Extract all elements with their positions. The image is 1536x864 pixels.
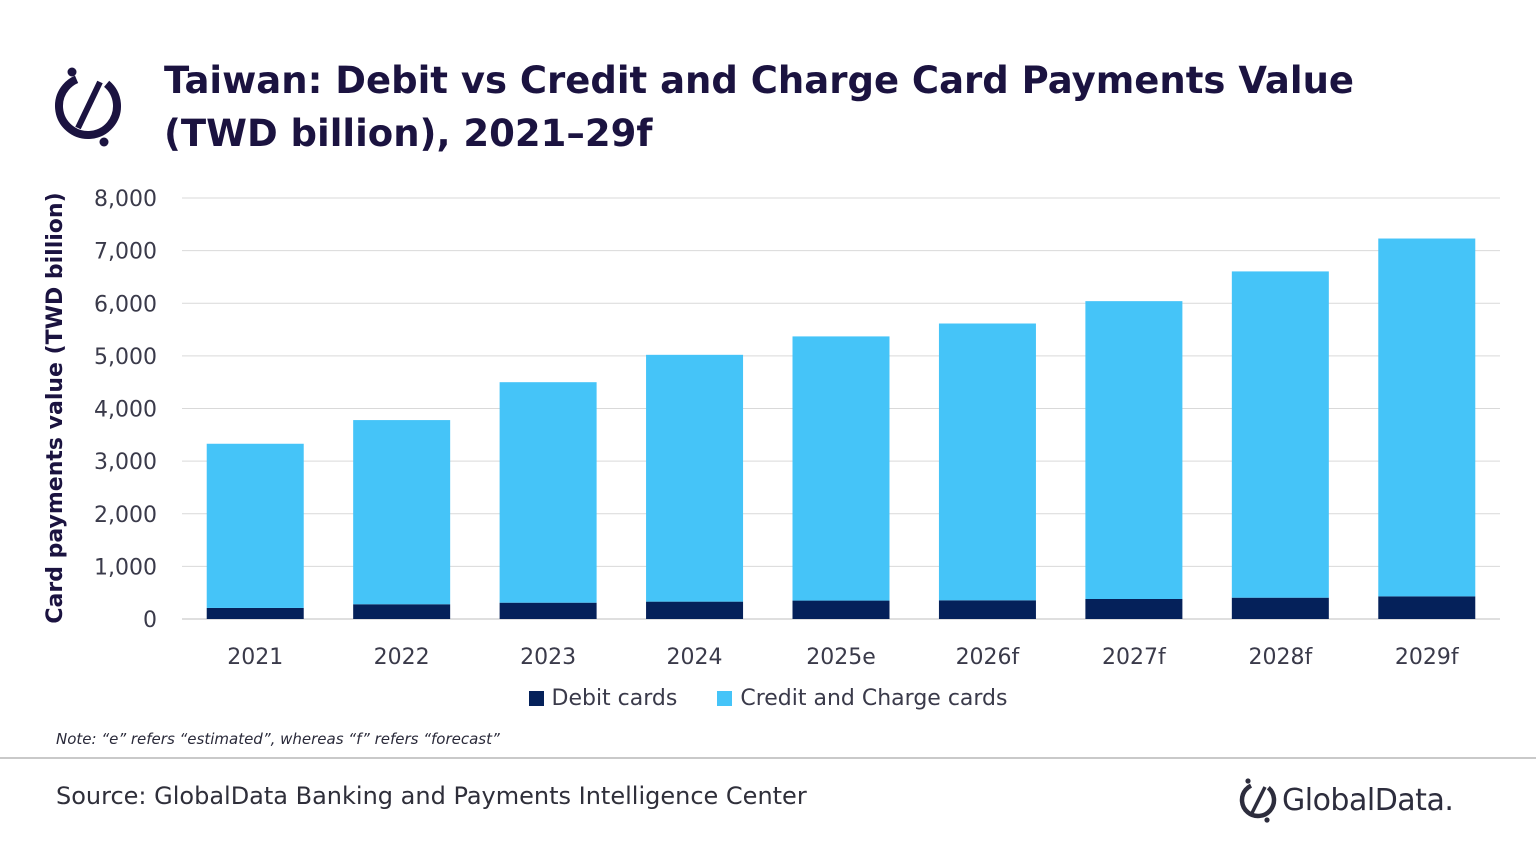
bar-credit xyxy=(1085,301,1183,600)
legend-swatch-credit xyxy=(717,691,733,706)
chart-title: Taiwan: Debit vs Credit and Charge Card … xyxy=(164,59,1355,155)
legend-swatch-debit xyxy=(528,691,544,706)
x-tick-label: 2027f xyxy=(1102,645,1167,670)
bar-debit xyxy=(792,600,890,619)
globaldata-brand-icon xyxy=(1239,778,1277,823)
bar-credit xyxy=(1231,271,1329,598)
bar-debit xyxy=(646,601,744,619)
x-tick-label: 2024 xyxy=(667,645,723,670)
bar-debit xyxy=(353,604,451,619)
brand-name: GlobalData. xyxy=(1282,782,1454,818)
footnote: Note: “e” refers “estimated”, whereas “f… xyxy=(56,730,500,748)
bar-credit xyxy=(792,336,890,601)
bar-debit xyxy=(1231,597,1329,619)
y-tick-label: 3,000 xyxy=(94,450,157,475)
bar-debit xyxy=(499,602,597,619)
stacked-bar-chart: 0 1,000 2,000 3,000 4,000 5,000 6,000 7,000 8,00… xyxy=(43,187,1500,670)
y-tick-label: 1,000 xyxy=(94,555,157,580)
x-tick-label: 2028f xyxy=(1248,645,1313,670)
x-tick-label: 2023 xyxy=(520,645,576,670)
bar-credit xyxy=(206,443,304,608)
divider xyxy=(0,757,1536,759)
x-tick-label: 2022 xyxy=(374,645,430,670)
globaldata-logo-icon xyxy=(55,67,121,147)
bar-credit xyxy=(499,382,597,603)
y-tick-label: 4,000 xyxy=(94,398,157,423)
legend: Debit cards Credit and Charge cards xyxy=(0,686,1536,711)
bar-credit xyxy=(646,354,744,602)
bar-debit xyxy=(1378,596,1476,619)
x-tick-label: 2026f xyxy=(956,645,1021,670)
x-tick-label: 2025e xyxy=(806,645,876,670)
y-tick-label: 5,000 xyxy=(94,345,157,370)
y-tick-label: 2,000 xyxy=(94,503,157,528)
y-tick-label: 6,000 xyxy=(94,292,157,317)
bar-credit xyxy=(938,323,1036,601)
legend-label-credit: Credit and Charge cards xyxy=(740,686,1008,711)
source-text: Source: GlobalData Banking and Payments … xyxy=(56,782,807,810)
x-tick-label: 2021 xyxy=(227,645,283,670)
y-tick-label: 0 xyxy=(143,608,157,633)
bar-debit xyxy=(206,607,304,619)
bar-credit xyxy=(353,420,451,605)
y-axis-label: Card payments value (TWD billion) xyxy=(43,192,68,623)
x-tick-label: 2029f xyxy=(1395,645,1460,670)
bar-credit xyxy=(1378,238,1476,597)
y-tick-label: 7,000 xyxy=(94,240,157,265)
bar-debit xyxy=(1085,599,1183,619)
legend-item-credit: Credit and Charge cards xyxy=(717,686,1007,711)
y-tick-label: 8,000 xyxy=(94,187,157,212)
legend-item-debit: Debit cards xyxy=(528,686,678,711)
bar-debit xyxy=(938,600,1036,619)
brand-logo: GlobalData. xyxy=(1236,776,1454,824)
legend-label-debit: Debit cards xyxy=(551,686,678,711)
